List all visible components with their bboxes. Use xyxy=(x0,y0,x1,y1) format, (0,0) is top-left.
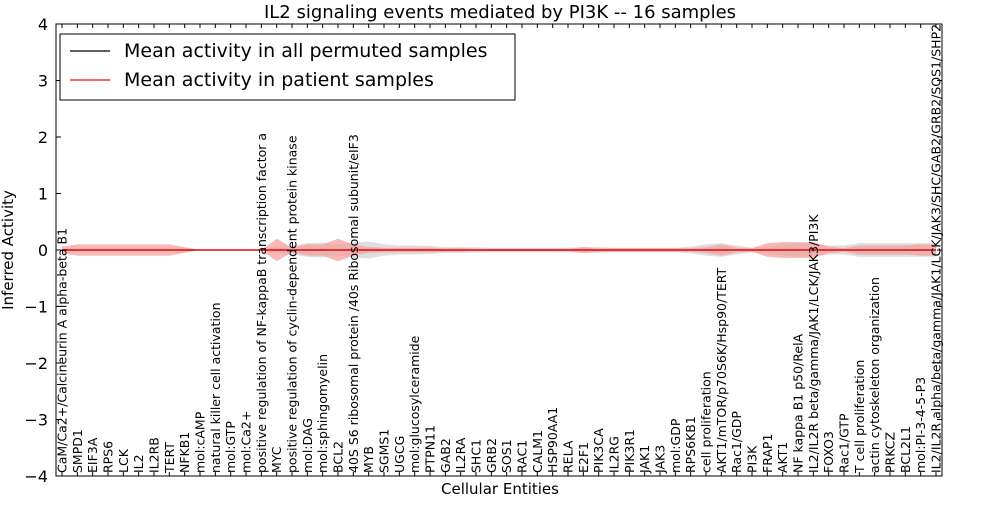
y-tick-label: −3 xyxy=(24,411,48,430)
x-tick-label: UGCG xyxy=(392,436,407,473)
x-tick-label: PI3K xyxy=(745,445,760,473)
x-tick-label: RAC1 xyxy=(515,440,530,473)
y-tick-label: −4 xyxy=(24,467,48,486)
x-tick-label: mol:Ca2+ xyxy=(239,411,254,473)
x-tick-label: 40S S6 ribosomal protein /40s Ribosomal … xyxy=(346,134,361,473)
x-tick-label: actin cytoskeleton organization xyxy=(867,277,882,473)
x-tick-label: mol:glucosylceramide xyxy=(407,335,422,473)
x-tick-label: SOS1 xyxy=(499,439,514,473)
x-tick-label: Rac1/GDP xyxy=(729,411,744,473)
x-tick-label: mol:GTP xyxy=(223,421,238,473)
x-tick-label: positive regulation of cyclin-dependent … xyxy=(285,135,300,473)
x-tick-label: AKT1 xyxy=(775,442,790,473)
x-tick-label: positive regulation of NF-kappaB transcr… xyxy=(254,133,269,473)
legend-box xyxy=(59,33,516,101)
x-tick-label: JAK3 xyxy=(653,445,668,474)
x-tick-label: Rac1/GTP xyxy=(837,413,852,473)
x-tick-label: RPS6KB1 xyxy=(683,416,698,473)
x-tick-label: mol:GDP xyxy=(668,418,683,473)
x-tick-label: IL2RG xyxy=(607,436,622,473)
x-tick-label: HSP90AA1 xyxy=(545,407,560,473)
y-axis-label: Inferred Activity xyxy=(0,190,17,310)
legend: Mean activity in all permuted samples Me… xyxy=(59,33,516,101)
x-tick-label: AKT1/mTOR/p70S6K/Hsp90/TERT xyxy=(714,267,729,473)
x-tick-label: PIK3CA xyxy=(591,428,606,473)
y-tick-label: 1 xyxy=(38,185,48,204)
x-tick-label: mol:DAG xyxy=(300,418,315,473)
x-tick-label: mol:PI-3-4-5-P3 xyxy=(913,377,928,473)
x-tick-label: SMPD1 xyxy=(70,429,85,473)
x-tick-label: NFKB1 xyxy=(177,432,192,473)
x-tick-label: PIK3R1 xyxy=(622,429,637,473)
x-tick-label: E2F1 xyxy=(576,442,591,473)
x-tick-label: NF kappa B1 p50/RelA xyxy=(791,333,806,473)
y-tick-label: 0 xyxy=(38,241,48,260)
x-tick-label: GRB2 xyxy=(484,438,499,473)
x-tick-label: natural killer cell activation xyxy=(208,302,223,473)
x-tick-label: RPS6 xyxy=(101,441,116,473)
x-tick-label: FOXO3 xyxy=(821,431,836,473)
x-tick-label: cell proliferation xyxy=(699,371,714,473)
x-tick-label: SGMS1 xyxy=(377,429,392,473)
x-tick-label: CaM/Ca2+/Calcineurin A alpha-beta B1 xyxy=(55,228,70,473)
x-axis-ticks: CaM/Ca2+/Calcineurin A alpha-beta B1 SMPD… xyxy=(55,24,944,476)
x-tick-label: IL2/IL2R alpha/beta/gamma/JAK1/LCK/JAK3/… xyxy=(929,24,944,473)
x-tick-label: CALM1 xyxy=(530,430,545,473)
x-tick-label: mol:cAMP xyxy=(193,411,208,473)
x-tick-label: IL2RB xyxy=(147,437,162,473)
x-tick-label: JAK1 xyxy=(637,445,652,474)
y-tick-label: −2 xyxy=(24,354,48,373)
x-tick-label: BCL2L1 xyxy=(898,426,913,473)
x-tick-label: FRAP1 xyxy=(760,434,775,473)
x-tick-label: SHC1 xyxy=(469,439,484,473)
x-tick-label: TERT xyxy=(162,442,177,474)
x-tick-label: mol:sphingomyelin xyxy=(315,354,330,473)
x-tick-label: EIF3A xyxy=(85,437,100,473)
legend-label-permuted: Mean activity in all permuted samples xyxy=(124,40,487,62)
x-tick-label: MYC xyxy=(269,446,284,473)
x-tick-label: LCK xyxy=(116,448,131,473)
legend-label-patient: Mean activity in patient samples xyxy=(124,69,434,91)
x-tick-label: RELA xyxy=(561,440,576,473)
chart-title: IL2 signaling events mediated by PI3K --… xyxy=(264,2,736,23)
x-tick-label: IL2/IL2R beta/gamma/JAK1/LCK/JAK3/PI3K xyxy=(806,214,821,473)
y-axis-ticks: −4 −3 −2 −1 0 1 2 3 4 xyxy=(24,15,942,486)
y-tick-label: 2 xyxy=(38,128,48,147)
x-tick-label: PRKCZ xyxy=(883,432,898,473)
x-tick-label: T cell proliferation xyxy=(852,360,867,474)
x-tick-label: BCL2 xyxy=(331,441,346,473)
y-tick-label: −1 xyxy=(24,298,48,317)
y-tick-label: 3 xyxy=(38,72,48,91)
x-tick-label: IL2RA xyxy=(453,437,468,473)
x-tick-label: MYB xyxy=(361,446,376,473)
x-tick-label: IL2 xyxy=(131,454,146,473)
x-tick-label: GAB2 xyxy=(438,438,453,473)
y-tick-label: 4 xyxy=(38,15,48,34)
x-axis-label: Cellular Entities xyxy=(441,480,559,498)
x-tick-label: PTPN11 xyxy=(423,425,438,473)
